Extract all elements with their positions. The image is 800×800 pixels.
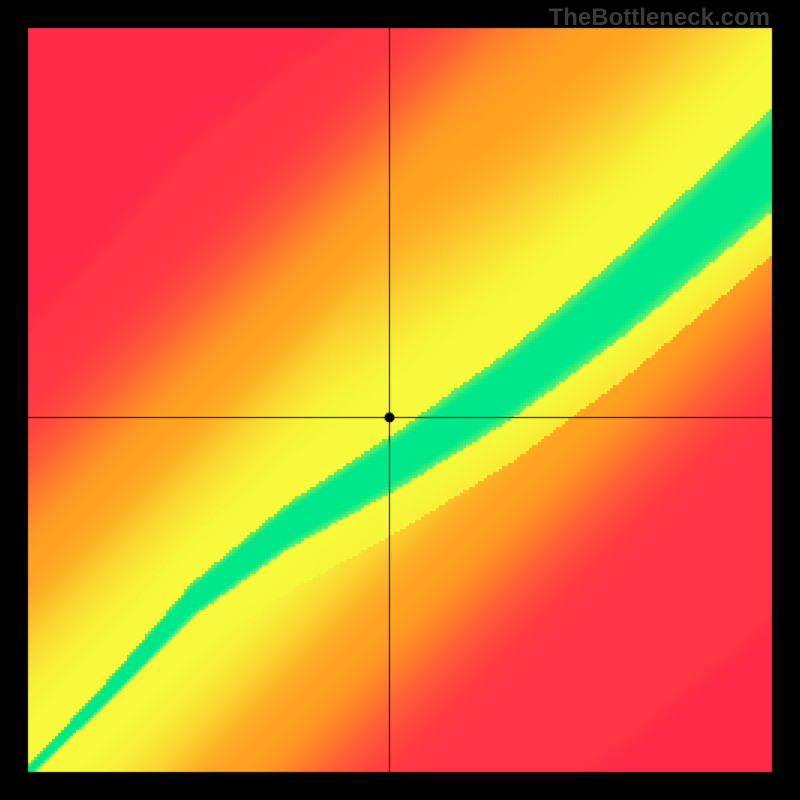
watermark-text: TheBottleneck.com bbox=[549, 4, 770, 32]
heatmap-canvas bbox=[0, 0, 800, 800]
chart-container: TheBottleneck.com bbox=[0, 0, 800, 800]
